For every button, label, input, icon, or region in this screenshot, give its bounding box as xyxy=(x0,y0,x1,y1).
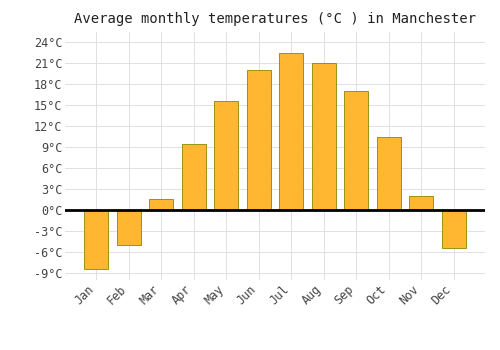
Bar xyxy=(182,144,206,210)
Bar xyxy=(246,70,271,210)
Bar xyxy=(376,136,401,210)
Bar xyxy=(442,210,466,248)
Bar xyxy=(409,196,434,210)
Bar xyxy=(214,102,238,210)
Bar xyxy=(344,91,368,210)
Bar xyxy=(279,52,303,210)
Title: Average monthly temperatures (°C ) in Manchester: Average monthly temperatures (°C ) in Ma… xyxy=(74,12,476,26)
Bar xyxy=(116,210,141,245)
Bar xyxy=(149,199,174,210)
Bar xyxy=(312,63,336,210)
Bar xyxy=(84,210,108,270)
